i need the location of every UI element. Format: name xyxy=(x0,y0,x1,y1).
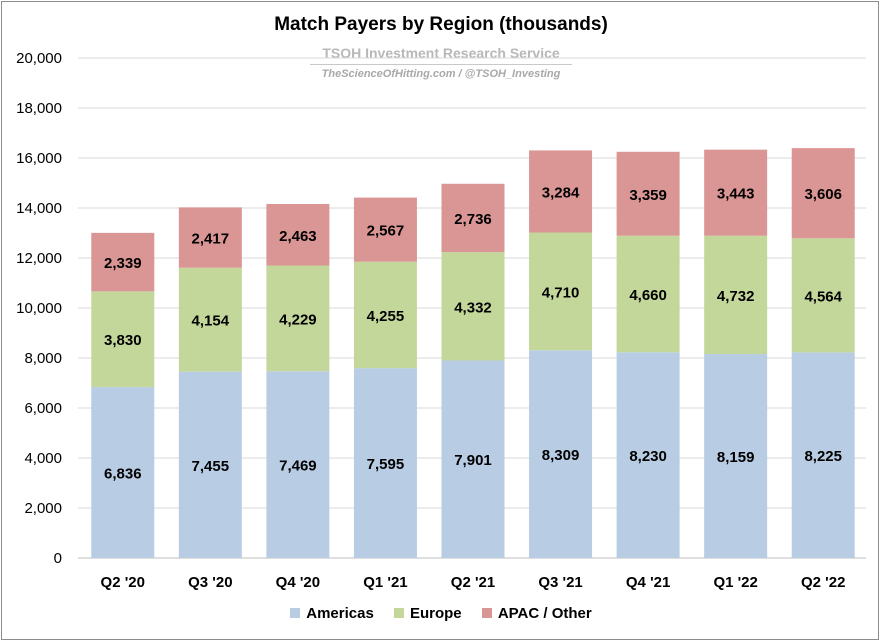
y-tick-label: 14,000 xyxy=(16,200,62,217)
data-label: 7,469 xyxy=(279,458,317,475)
legend-swatch-europe xyxy=(393,608,404,618)
y-tick-label: 16,000 xyxy=(16,150,62,167)
data-label: 4,255 xyxy=(367,308,405,325)
y-tick-label: 6,000 xyxy=(24,400,62,417)
y-tick-label: 2,000 xyxy=(24,500,62,517)
bar-segment-apac-other xyxy=(704,149,768,236)
legend-label-americas: Americas xyxy=(306,605,374,622)
data-label: 2,417 xyxy=(192,231,230,248)
bar-segment-europe xyxy=(529,232,593,351)
bar-segment-americas xyxy=(704,354,768,558)
bar-segment-apac-other xyxy=(353,197,417,262)
bar-segment-apac-other xyxy=(791,148,855,239)
x-tick-label: Q2 '21 xyxy=(451,574,495,591)
y-tick-label: 0 xyxy=(54,550,62,567)
data-label: 6,836 xyxy=(104,466,142,483)
x-tick-label: Q3 '21 xyxy=(538,574,582,591)
bar-segment-apac-other xyxy=(178,207,242,268)
data-label: 4,732 xyxy=(717,288,755,305)
data-label: 3,284 xyxy=(542,184,580,201)
legend-item-americas: Americas xyxy=(290,605,374,622)
bar-segment-europe xyxy=(178,267,242,372)
watermark-line-1: TSOH Investment Research Service xyxy=(322,45,560,61)
data-label: 2,736 xyxy=(454,211,492,228)
bar-segment-europe xyxy=(91,291,155,388)
x-tick-label: Q1 '22 xyxy=(713,574,757,591)
bar-segment-europe xyxy=(266,265,330,372)
legend-swatch-apac-other xyxy=(481,608,492,618)
y-tick-label: 12,000 xyxy=(16,250,62,267)
x-tick-label: Q2 '20 xyxy=(101,574,145,591)
x-tick-label: Q4 '20 xyxy=(276,574,320,591)
data-label: 3,443 xyxy=(717,186,755,203)
x-tick-label: Q2 '22 xyxy=(801,574,845,591)
legend-item-apac-other: APAC / Other xyxy=(481,605,592,622)
y-tick-label: 8,000 xyxy=(24,350,62,367)
watermark-line-2: TheScienceOfHitting.com / @TSOH_Investin… xyxy=(321,68,561,80)
data-label: 4,332 xyxy=(454,299,492,316)
bar-segment-americas xyxy=(529,350,593,558)
legend: Americas Europe APAC / Other xyxy=(0,605,882,622)
data-label: 3,359 xyxy=(629,187,667,204)
data-label: 2,567 xyxy=(367,223,405,240)
bar-segment-europe xyxy=(704,235,768,355)
y-tick-label: 4,000 xyxy=(24,450,62,467)
data-label: 3,830 xyxy=(104,332,142,349)
data-label: 2,339 xyxy=(104,255,142,272)
y-tick-label: 20,000 xyxy=(16,50,62,67)
y-tick-label: 18,000 xyxy=(16,100,62,117)
bars: 6,836 3,830 2,339 7,455 4,154 2,417 7,469 4,229… xyxy=(91,148,855,558)
bar-segment-americas xyxy=(91,387,155,558)
bar-segment-americas xyxy=(266,371,330,558)
x-tick-label: Q4 '21 xyxy=(626,574,670,591)
bar-segment-europe xyxy=(353,261,417,369)
data-label: 4,710 xyxy=(542,284,580,301)
y-axis: 0 2,000 4,000 6,000 8,000 10,000 12,000 14,000 1… xyxy=(16,50,62,567)
legend-label-apac-other: APAC / Other xyxy=(497,605,592,622)
bar-segment-apac-other xyxy=(529,150,593,233)
x-tick-label: Q3 '20 xyxy=(188,574,232,591)
data-label: 8,159 xyxy=(717,449,755,466)
data-label: 4,660 xyxy=(629,287,667,304)
data-label: 4,564 xyxy=(804,288,842,305)
bar-segment-apac-other xyxy=(91,232,155,292)
data-label: 8,309 xyxy=(542,447,580,464)
data-label: 7,595 xyxy=(367,456,405,473)
data-label: 4,229 xyxy=(279,311,317,328)
bar-segment-americas xyxy=(441,360,505,558)
x-tick-label: Q1 '21 xyxy=(363,574,407,591)
bar-segment-europe xyxy=(616,235,680,353)
legend-label-europe: Europe xyxy=(409,605,462,622)
data-label: 3,606 xyxy=(804,186,842,203)
legend-item-europe: Europe xyxy=(393,605,462,622)
chart-title: Match Payers by Region (thousands) xyxy=(274,14,608,35)
data-label: 4,154 xyxy=(192,313,230,330)
watermark-divider xyxy=(310,64,572,65)
bar-segment-americas xyxy=(616,352,680,558)
bar-segment-americas xyxy=(353,368,417,558)
bar-segment-europe xyxy=(441,252,505,361)
legend-swatch-americas xyxy=(290,608,301,618)
bar-segment-americas xyxy=(791,352,855,558)
bar-segment-apac-other xyxy=(441,183,505,253)
data-label: 7,901 xyxy=(454,452,492,469)
bar-segment-apac-other xyxy=(616,151,680,236)
y-tick-label: 10,000 xyxy=(16,300,62,317)
data-label: 2,463 xyxy=(279,228,317,245)
data-label: 8,225 xyxy=(804,448,842,465)
data-label: 8,230 xyxy=(629,448,667,465)
bar-segment-americas xyxy=(178,371,242,558)
bar-segment-europe xyxy=(791,238,855,353)
bar-segment-apac-other xyxy=(266,203,330,266)
x-axis: Q2 '20 Q3 '20 Q4 '20 Q1 '21 Q2 '21 Q3 '21 Q4 '… xyxy=(101,574,846,591)
data-label: 7,455 xyxy=(192,458,230,475)
